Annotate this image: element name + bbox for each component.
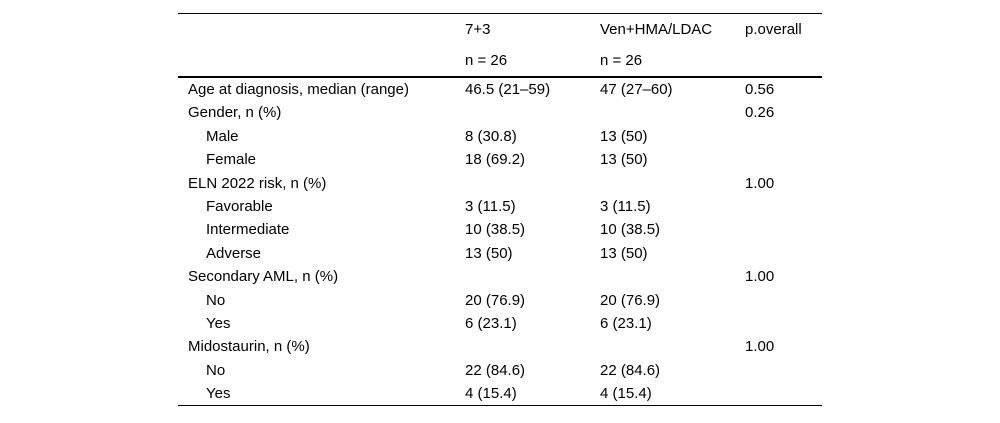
value-cell-group2: 13 (50) xyxy=(600,151,648,169)
value-cell-group2: 3 (11.5) xyxy=(600,197,651,215)
table-row-eln-risk: ELN 2022 risk, n (%) 1.00 xyxy=(178,172,822,195)
table-row-eln-favorable: Favorable 3 (11.5) 3 (11.5) xyxy=(178,195,822,218)
group1-name: 7+3 xyxy=(465,21,491,38)
table-row-eln-adverse: Adverse 13 (50) 13 (50) xyxy=(178,242,822,265)
value-cell-group2: 22 (84.6) xyxy=(600,361,661,379)
table-row-gender: Gender, n (%) 0.26 xyxy=(178,101,822,124)
row-label: Intermediate xyxy=(206,221,290,239)
row-label: Yes xyxy=(206,385,231,403)
value-cell-group1 xyxy=(465,335,600,358)
value-cell-group1 xyxy=(465,265,600,288)
value-cell-group2 xyxy=(600,172,745,195)
p-value-cell xyxy=(745,242,822,265)
row-label: No xyxy=(206,361,226,379)
value-cell-group1: 13 (50) xyxy=(465,244,513,262)
group1-n: n = 26 xyxy=(465,52,508,69)
p-value-cell xyxy=(745,195,822,218)
table-row-eln-intermediate: Intermediate 10 (38.5) 10 (38.5) xyxy=(178,218,822,241)
value-cell-group2 xyxy=(600,335,745,358)
p-value-cell xyxy=(745,382,822,405)
value-cell-group2: 20 (76.9) xyxy=(600,291,661,309)
p-value-cell xyxy=(745,148,822,171)
p-value-cell xyxy=(745,289,822,312)
p-value-cell xyxy=(745,125,822,148)
group2-name: Ven+HMA/LDAC xyxy=(600,21,713,38)
p-value-cell xyxy=(745,312,822,335)
value-cell-group1: 4 (15.4) xyxy=(465,385,517,403)
header-empty-cell xyxy=(178,14,465,76)
table-row-gender-male: Male 8 (30.8) 13 (50) xyxy=(178,125,822,148)
table-header: 7+3 n = 26 Ven+HMA/LDAC n = 26 p.overall xyxy=(178,14,822,78)
p-overall-label: p.overall xyxy=(745,21,802,38)
header-group-ven-hma-ldac: Ven+HMA/LDAC n = 26 xyxy=(600,14,745,76)
value-cell-group2: 47 (27–60) xyxy=(600,81,673,98)
p-value-cell: 1.00 xyxy=(745,174,775,192)
row-label: Age at diagnosis, median (range) xyxy=(188,81,409,98)
p-value-cell: 0.26 xyxy=(745,104,775,122)
group2-n: n = 26 xyxy=(600,52,643,69)
value-cell-group1: 3 (11.5) xyxy=(465,197,516,215)
value-cell-group2: 13 (50) xyxy=(600,244,648,262)
row-label: Yes xyxy=(206,314,231,332)
value-cell-group2: 10 (38.5) xyxy=(600,221,661,239)
value-cell-group1 xyxy=(465,172,600,195)
row-label: Favorable xyxy=(206,197,273,215)
value-cell-group2 xyxy=(600,101,745,124)
row-label: No xyxy=(206,291,226,309)
value-cell-group1: 20 (76.9) xyxy=(465,291,526,309)
value-cell-group2: 13 (50) xyxy=(600,127,648,145)
value-cell-group2: 6 (23.1) xyxy=(600,314,652,332)
table-row-age: Age at diagnosis, median (range) 46.5 (2… xyxy=(178,78,822,101)
value-cell-group1: 10 (38.5) xyxy=(465,221,526,239)
table-row-secondary-aml-yes: Yes 6 (23.1) 6 (23.1) xyxy=(178,312,822,335)
table-row-secondary-aml: Secondary AML, n (%) 1.00 xyxy=(178,265,822,288)
row-label: Adverse xyxy=(206,244,262,262)
table-row-midostaurin-yes: Yes 4 (15.4) 4 (15.4) xyxy=(178,382,822,405)
value-cell-group1: 18 (69.2) xyxy=(465,151,526,169)
row-label: Male xyxy=(206,127,239,145)
p-value-cell: 0.56 xyxy=(745,81,775,98)
p-value-cell xyxy=(745,359,822,382)
header-p-overall: p.overall xyxy=(745,14,822,76)
row-label: Midostaurin, n (%) xyxy=(188,338,310,356)
p-value-cell: 1.00 xyxy=(745,268,775,286)
value-cell-group2: 4 (15.4) xyxy=(600,385,652,403)
value-cell-group1: 46.5 (21–59) xyxy=(465,81,551,98)
row-label: Female xyxy=(206,151,257,169)
value-cell-group1 xyxy=(465,101,600,124)
row-label: Gender, n (%) xyxy=(188,104,282,122)
p-value-cell xyxy=(745,218,822,241)
value-cell-group1: 8 (30.8) xyxy=(465,127,517,145)
table-row-secondary-aml-no: No 20 (76.9) 20 (76.9) xyxy=(178,289,822,312)
table-row-midostaurin-no: No 22 (84.6) 22 (84.6) xyxy=(178,359,822,382)
value-cell-group1: 22 (84.6) xyxy=(465,361,526,379)
header-group-7plus3: 7+3 n = 26 xyxy=(465,14,600,76)
value-cell-group1: 6 (23.1) xyxy=(465,314,517,332)
row-label: ELN 2022 risk, n (%) xyxy=(188,174,327,192)
value-cell-group2 xyxy=(600,265,745,288)
table-body: Age at diagnosis, median (range) 46.5 (2… xyxy=(178,78,822,407)
p-value-cell: 1.00 xyxy=(745,338,775,356)
table-row-midostaurin: Midostaurin, n (%) 1.00 xyxy=(178,335,822,358)
baseline-characteristics-table: 7+3 n = 26 Ven+HMA/LDAC n = 26 p.overall… xyxy=(178,13,822,407)
table-row-gender-female: Female 18 (69.2) 13 (50) xyxy=(178,148,822,171)
row-label: Secondary AML, n (%) xyxy=(188,268,339,286)
